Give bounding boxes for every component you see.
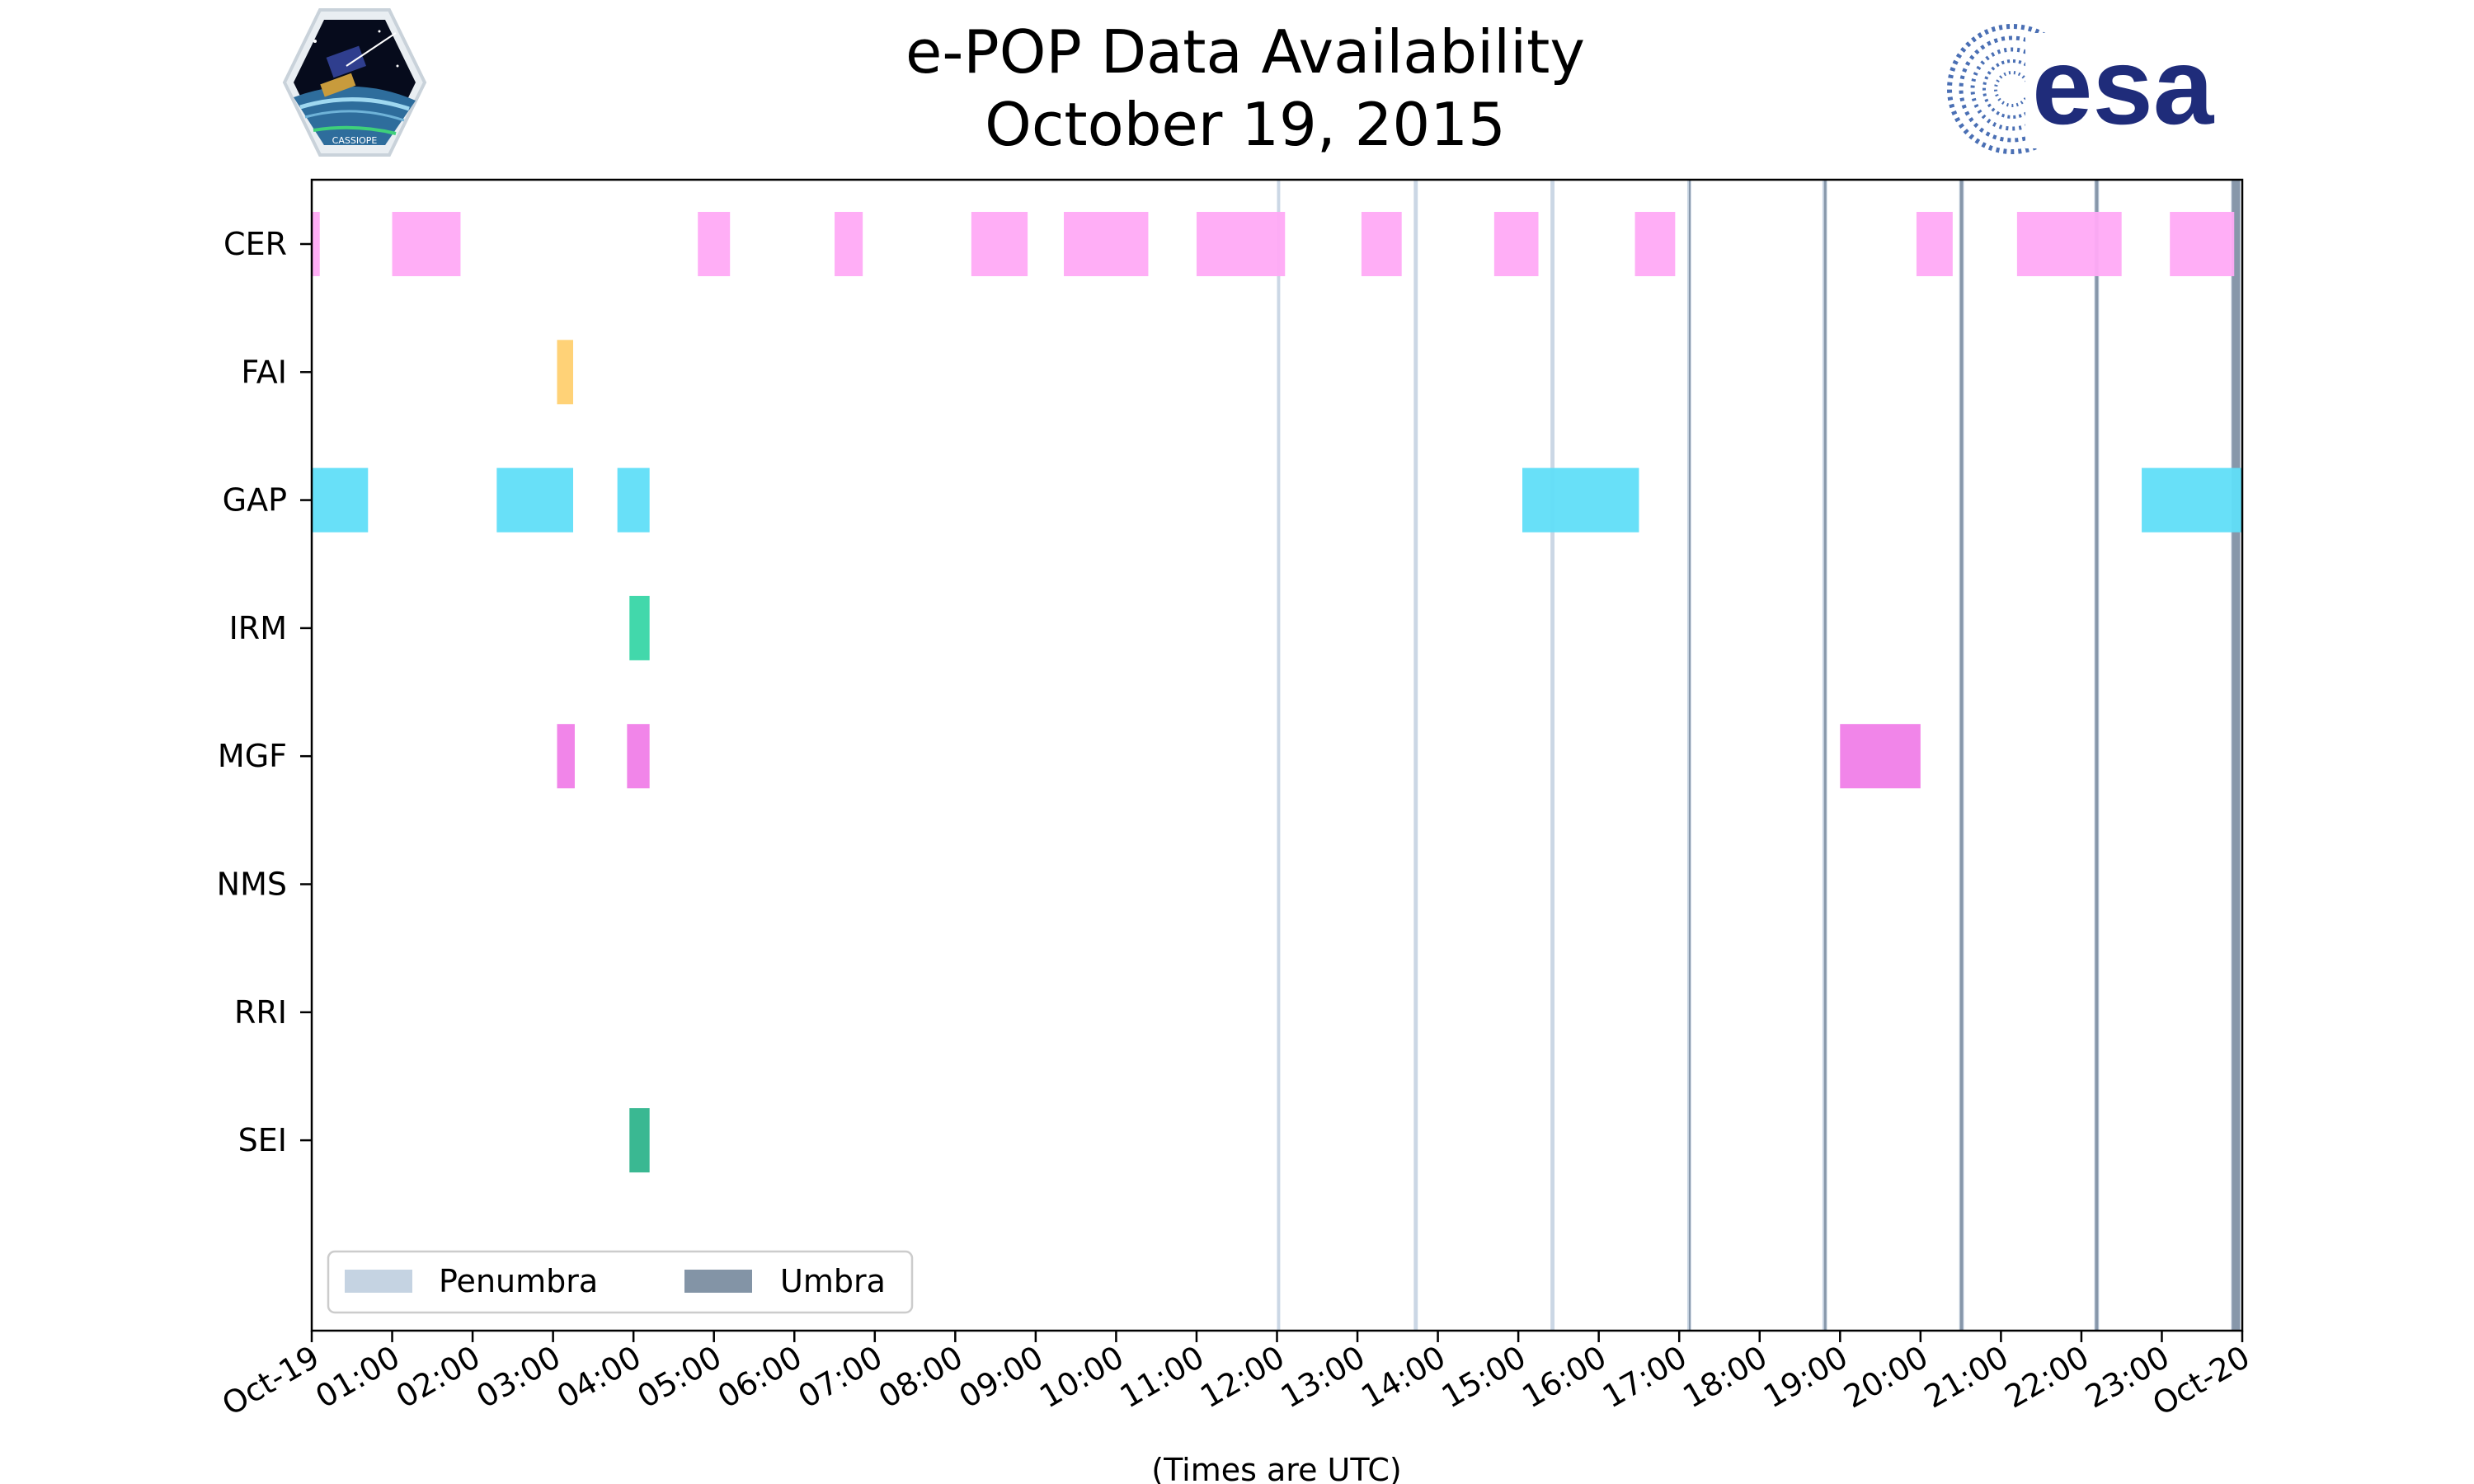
esa-logo-text: esa <box>2032 26 2215 147</box>
x-tick-label-21: 21:00 <box>1918 1339 2015 1416</box>
bar-cer-1 <box>392 212 461 276</box>
bar-mgf-0 <box>557 724 575 789</box>
data-bars <box>312 212 2242 1173</box>
bar-cer-0 <box>312 212 320 276</box>
bar-cer-8 <box>1493 212 1539 276</box>
umbra-band-10 <box>1959 180 1964 1331</box>
eclipse-layer <box>1277 180 2241 1331</box>
penumbra-band-0 <box>1277 180 1281 1331</box>
bar-cer-5 <box>1064 212 1149 276</box>
x-tick-label-16: 16:00 <box>1516 1339 1612 1416</box>
x-tick-label-18: 18:00 <box>1677 1339 1773 1416</box>
x-tick-label-6: 06:00 <box>712 1339 808 1416</box>
chart-title: e-POP Data Availability <box>905 17 1585 87</box>
bar-mgf-2 <box>1840 724 1921 789</box>
bar-gap-4 <box>2142 467 2242 533</box>
y-tick-label-gap: GAP <box>223 482 287 519</box>
legend-swatch-umbra <box>684 1270 752 1293</box>
y-axis: CER FAI GAP IRM MGF NMS RRI SEI <box>217 226 312 1158</box>
x-axis: Oct-1901:0002:0003:0004:0005:0006:0007:0… <box>216 1331 2256 1423</box>
x-tick-label-14: 14:00 <box>1355 1339 1451 1416</box>
umbra-band-11 <box>2095 180 2099 1331</box>
x-tick-label-13: 13:00 <box>1275 1339 1371 1416</box>
x-axis-label: (Times are UTC) <box>1151 1452 1401 1484</box>
y-tick-label-sei: SEI <box>238 1122 287 1158</box>
x-tick-label-12: 12:00 <box>1194 1339 1291 1416</box>
y-tick-label-fai: FAI <box>241 354 287 390</box>
x-tick-label-17: 17:00 <box>1597 1339 1693 1416</box>
x-tick-label-15: 15:00 <box>1436 1339 1532 1416</box>
bar-gap-0 <box>312 467 369 533</box>
legend-swatch-penumbra <box>345 1270 412 1293</box>
x-tick-label-9: 09:00 <box>953 1339 1050 1416</box>
x-tick-label-2: 02:00 <box>390 1339 487 1416</box>
bar-cer-7 <box>1361 212 1402 276</box>
bar-gap-3 <box>1522 467 1639 533</box>
x-tick-label-10: 10:00 <box>1033 1339 1130 1416</box>
bar-cer-2 <box>698 212 731 276</box>
x-tick-label-4: 04:00 <box>551 1339 647 1416</box>
x-tick-label-3: 03:00 <box>470 1339 567 1416</box>
umbra-band-9 <box>1823 180 1827 1331</box>
penumbra-band-2 <box>1550 180 1555 1331</box>
bar-gap-1 <box>496 467 574 533</box>
x-tick-label-0: Oct-19 <box>216 1339 326 1423</box>
legend-box <box>327 1250 914 1314</box>
y-tick-label-irm: IRM <box>229 610 287 646</box>
bar-irm-0 <box>629 595 650 660</box>
bar-cer-9 <box>1634 212 1676 276</box>
y-tick-label-rri: RRI <box>234 994 287 1031</box>
x-tick-label-8: 08:00 <box>872 1339 969 1416</box>
bar-cer-12 <box>2170 212 2235 276</box>
bar-cer-10 <box>1916 212 1953 276</box>
y-tick-label-nms: NMS <box>217 866 287 903</box>
chart-subtitle: October 19, 2015 <box>985 90 1506 159</box>
legend-label-penumbra: Penumbra <box>439 1263 598 1299</box>
bar-mgf-1 <box>627 724 650 789</box>
bar-cer-6 <box>1196 212 1286 276</box>
umbra-band-8 <box>1688 180 1691 1331</box>
y-tick-label-cer: CER <box>223 226 287 262</box>
x-tick-label-7: 07:00 <box>792 1339 888 1416</box>
bar-cer-4 <box>971 212 1028 276</box>
y-tick-label-mgf: MGF <box>218 738 287 774</box>
x-tick-label-11: 11:00 <box>1114 1339 1211 1416</box>
bar-cer-3 <box>835 212 863 276</box>
bar-fai-0 <box>557 340 574 405</box>
bar-cer-11 <box>2016 212 2122 276</box>
bar-gap-2 <box>617 467 650 533</box>
cassiope-logo: CASSIOPE <box>282 8 427 157</box>
x-tick-label-22: 22:00 <box>1999 1339 2095 1416</box>
x-tick-label-1: 01:00 <box>309 1339 406 1416</box>
legend-label-umbra: Umbra <box>780 1263 886 1299</box>
x-tick-label-5: 05:00 <box>631 1339 727 1416</box>
cassiope-logo-text: CASSIOPE <box>332 135 378 146</box>
penumbra-band-1 <box>1413 180 1418 1331</box>
x-tick-label-20: 20:00 <box>1837 1339 1934 1416</box>
bar-sei-0 <box>629 1108 650 1173</box>
umbra-band-12 <box>2232 180 2241 1331</box>
x-tick-label-19: 19:00 <box>1757 1339 1854 1416</box>
legend: Penumbra Umbra <box>327 1250 914 1314</box>
esa-logo: esa <box>1947 24 2215 154</box>
